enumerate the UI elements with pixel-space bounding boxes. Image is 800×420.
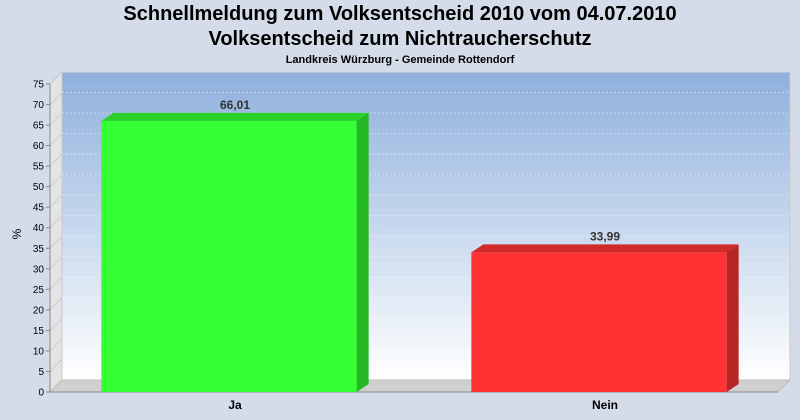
y-tick-label: 45 <box>33 203 45 214</box>
y-tick-label: 15 <box>33 326 45 337</box>
grid-line-side <box>49 256 63 270</box>
grid-line-side <box>49 153 63 167</box>
y-tick-label: 25 <box>33 285 45 296</box>
axes: 0 5 10 15 20 25 30 35 40 45 50 55 60 65 70 75 <box>33 80 778 399</box>
bar-side-face <box>726 244 739 392</box>
y-tick-label: 5 <box>38 367 44 378</box>
labels: 66,01 Ja 33,99 Nein <box>220 98 620 412</box>
y-tick-label: 60 <box>33 141 45 152</box>
plot-side-wall <box>49 70 63 394</box>
y-tick-label: 75 <box>33 80 45 91</box>
y-tick-label: 0 <box>38 388 44 399</box>
chart-subtitle: Landkreis Würzburg - Gemeinde Rottendorf <box>285 54 515 66</box>
grid-line-side <box>49 194 63 208</box>
y-tick-label: 55 <box>33 162 45 173</box>
x-category-label: Ja <box>228 398 242 412</box>
bar-top-face <box>471 244 739 253</box>
grid-line-side <box>49 215 63 229</box>
grid-line-side <box>49 338 63 352</box>
x-category-label: Nein <box>592 398 618 412</box>
y-tick-label: 35 <box>33 244 45 255</box>
grid-line-side <box>49 318 63 331</box>
y-tick-label: 70 <box>33 100 45 111</box>
grid-line-side <box>49 112 63 126</box>
y-tick-label: 50 <box>33 182 45 193</box>
y-tick-label: 10 <box>33 346 45 357</box>
y-tick-label: 40 <box>33 223 45 234</box>
grid-line-side <box>49 235 63 249</box>
y-tick-label: 65 <box>33 121 45 132</box>
data-label: 33,99 <box>590 229 620 243</box>
chart-title: Schnellmeldung zum Volksentscheid 2010 v… <box>123 3 677 25</box>
grid-line-side <box>49 297 63 311</box>
grid-line-side <box>49 92 63 105</box>
y-tick-label: 20 <box>33 305 45 316</box>
chart-title-line2: Volksentscheid zum Nichtraucherschutz <box>208 28 592 50</box>
grid-line-side <box>49 359 63 372</box>
grid-line-side <box>49 133 63 146</box>
grid-line-side <box>49 71 63 85</box>
bar-top-face <box>101 112 369 121</box>
grid-line-side <box>49 276 63 290</box>
bar-side-face <box>356 112 369 392</box>
bar-nein <box>471 252 727 392</box>
data-label: 66,01 <box>220 98 250 112</box>
y-tick-label: 30 <box>33 264 45 275</box>
bar-ja <box>101 120 357 392</box>
grid-line-side <box>49 174 63 188</box>
y-axis-label: % <box>10 228 24 239</box>
bars <box>101 112 739 392</box>
